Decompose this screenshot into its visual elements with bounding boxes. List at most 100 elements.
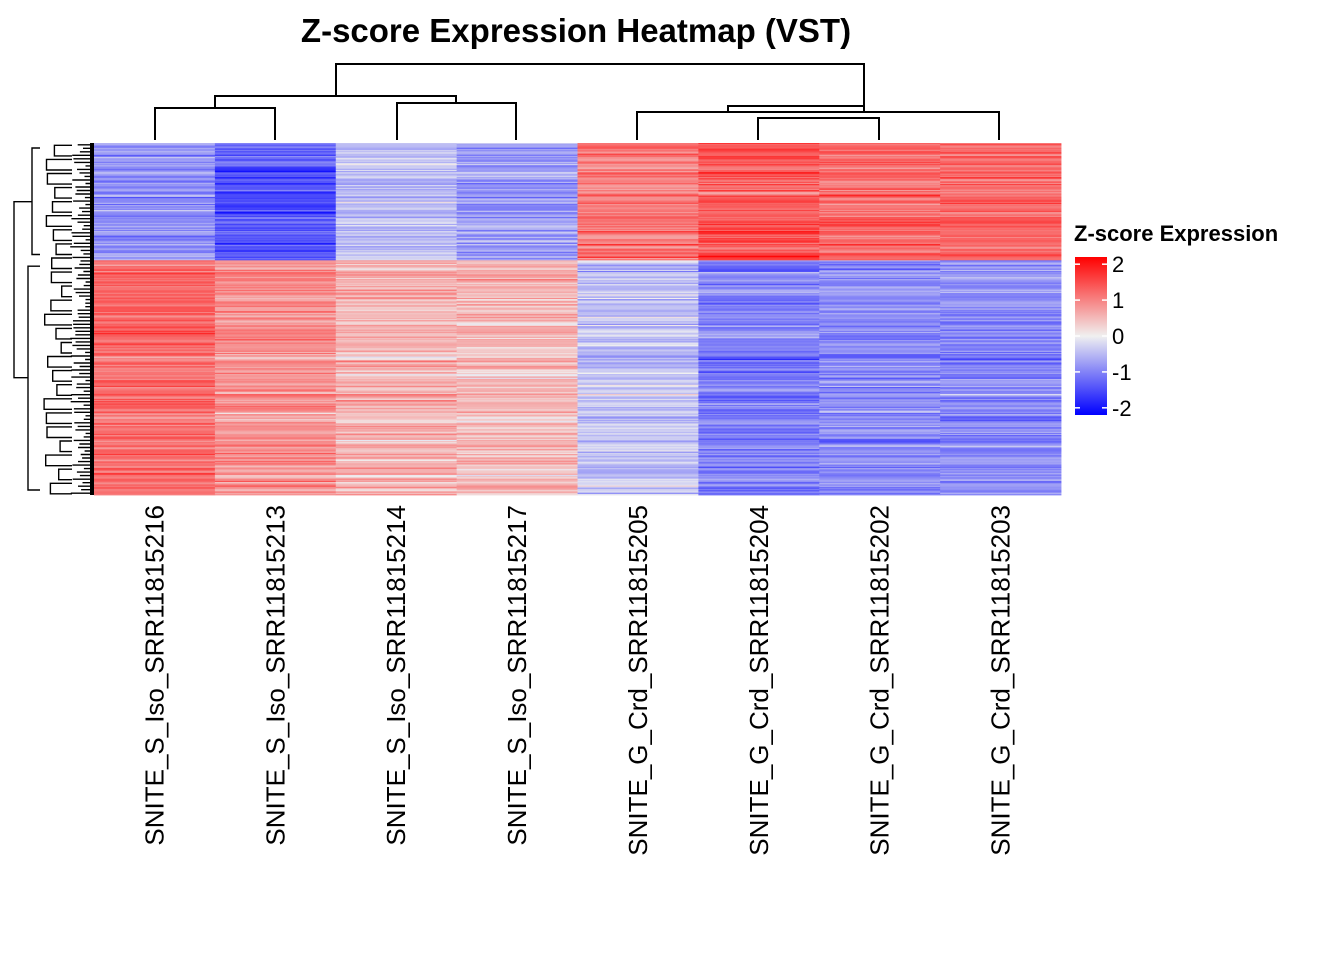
heatmap-cell	[94, 479, 216, 482]
heatmap-cell	[214, 490, 337, 492]
heatmap-cell	[940, 392, 1062, 395]
heatmap-cell	[456, 155, 578, 158]
heatmap-cell	[940, 364, 1062, 367]
heatmap-cell	[456, 179, 578, 181]
heatmap-cell	[940, 267, 1062, 269]
heatmap-cell	[456, 232, 578, 234]
heatmap-cell	[577, 211, 699, 213]
heatmap-cell	[577, 151, 699, 153]
heatmap-cell	[940, 468, 1062, 470]
heatmap-cell	[214, 370, 337, 373]
heatmap-cell	[940, 246, 1062, 248]
heatmap-cell	[214, 177, 337, 179]
heatmap-cell	[335, 207, 458, 210]
heatmap-cell	[456, 435, 578, 437]
heatmap-cell	[698, 269, 820, 272]
heatmap-cell	[335, 333, 458, 335]
heatmap-cell	[698, 349, 820, 352]
heatmap-cell	[456, 469, 578, 471]
heatmap-cell	[819, 414, 941, 416]
heatmap-cell	[819, 289, 941, 292]
heatmap-cell	[335, 148, 458, 151]
column-label: SNITE_G_Crd_SRR11815203	[986, 505, 1016, 856]
heatmap-cell	[94, 331, 216, 334]
heatmap-cell	[940, 249, 1062, 252]
heatmap-cell	[819, 387, 941, 389]
heatmap-cell	[335, 316, 458, 319]
heatmap-cell	[94, 295, 216, 298]
heatmap-cell	[214, 268, 337, 271]
heatmap-cell	[94, 265, 216, 267]
heatmap-cell	[94, 485, 216, 488]
heatmap-cell	[214, 362, 337, 364]
heatmap-cell	[214, 376, 337, 379]
heatmap-cell	[577, 205, 699, 207]
heatmap-cell	[214, 228, 337, 231]
heatmap-cell	[214, 411, 337, 414]
heatmap-cell	[456, 306, 578, 308]
heatmap-cell	[819, 235, 941, 238]
heatmap-cell	[214, 297, 337, 300]
heatmap-cell	[456, 235, 578, 238]
heatmap-cell	[698, 167, 820, 170]
heatmap-cell	[577, 189, 699, 192]
heatmap-cell	[819, 330, 941, 333]
row-dendrogram	[13, 143, 94, 495]
heatmap-cell	[698, 452, 820, 455]
heatmap-cell	[335, 358, 458, 361]
heatmap-cell	[214, 250, 337, 253]
heatmap-cell	[577, 375, 699, 377]
heatmap-cell	[940, 381, 1062, 383]
heatmap-cell	[698, 348, 820, 350]
heatmap-cell	[456, 421, 578, 423]
heatmap-cell	[577, 270, 699, 273]
heatmap-cell	[819, 226, 941, 228]
heatmap-cell	[456, 255, 578, 258]
heatmap-cell	[577, 333, 699, 335]
heatmap-cell	[214, 333, 337, 335]
heatmap-cell	[94, 452, 216, 455]
heatmap-cell	[577, 388, 699, 390]
heatmap-cell	[335, 407, 458, 409]
heatmap-cell	[94, 152, 216, 154]
heatmap-cell	[819, 276, 941, 279]
heatmap-cell	[819, 371, 941, 374]
heatmap-cell	[456, 307, 578, 309]
heatmap-cell	[335, 340, 458, 342]
heatmap-cell	[94, 283, 216, 286]
heatmap-cell	[698, 354, 820, 356]
heatmap-cell	[940, 450, 1062, 452]
heatmap-cell	[940, 167, 1062, 170]
heatmap-cell	[940, 340, 1062, 342]
heatmap-cell	[819, 480, 941, 483]
heatmap-cell	[819, 422, 941, 424]
heatmap-cell	[819, 297, 941, 300]
heatmap-cell	[335, 308, 458, 311]
heatmap-cell	[456, 320, 578, 322]
heatmap-cell	[214, 372, 337, 375]
heatmap-cell	[335, 294, 458, 296]
heatmap-cell	[335, 260, 458, 262]
heatmap-cell	[335, 405, 458, 408]
heatmap-cell	[214, 326, 337, 328]
heatmap-cell	[577, 315, 699, 318]
heatmap-cell	[577, 430, 699, 433]
heatmap-cell	[335, 227, 458, 230]
heatmap-cell	[819, 435, 941, 437]
heatmap-cell	[577, 165, 699, 167]
heatmap-cell	[698, 421, 820, 423]
heatmap-cell	[577, 408, 699, 410]
heatmap-cell	[456, 151, 578, 153]
heatmap-cell	[335, 403, 458, 406]
heatmap-cell	[940, 235, 1062, 238]
heatmap-cell	[214, 343, 337, 346]
heatmap-cell	[214, 234, 337, 237]
heatmap-cell	[214, 239, 337, 241]
heatmap-cell	[214, 441, 337, 443]
heatmap-cell	[456, 254, 578, 257]
heatmap-cell	[940, 369, 1062, 372]
heatmap-cell	[335, 350, 458, 353]
heatmap-cell	[577, 313, 699, 315]
heatmap-cell	[819, 407, 941, 409]
heatmap-cell	[940, 431, 1062, 434]
